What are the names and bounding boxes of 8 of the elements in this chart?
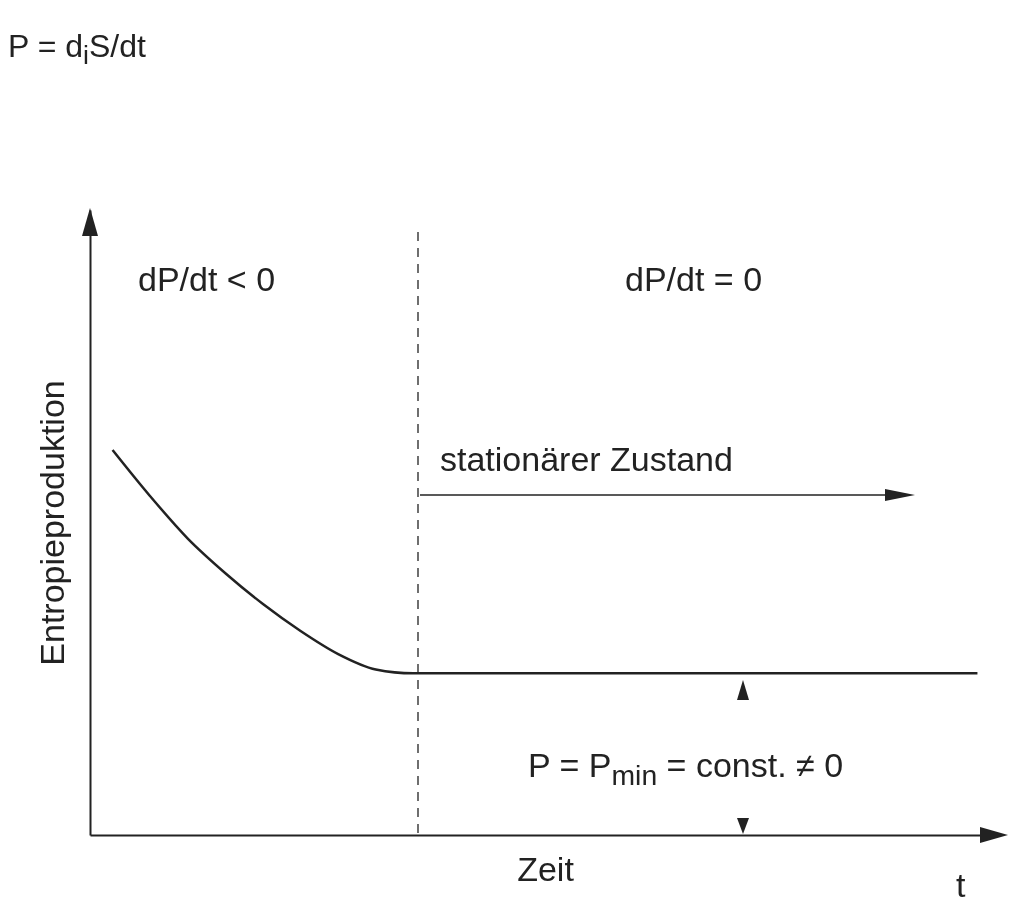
text: t <box>956 866 966 903</box>
annotation: P = P$_{min}$ = const. ≠ 0 <box>528 746 844 791</box>
text: dP/dt = 0 <box>625 260 763 298</box>
y-axis-title: Entropieproduktion <box>32 380 71 666</box>
annotation: stationärer Zustand <box>440 440 733 478</box>
chart-title: P = d$_{i}$S/dt <box>8 28 146 71</box>
x-axis-title: Zeit <box>517 849 575 888</box>
text: dP/dt < 0 <box>138 260 276 298</box>
